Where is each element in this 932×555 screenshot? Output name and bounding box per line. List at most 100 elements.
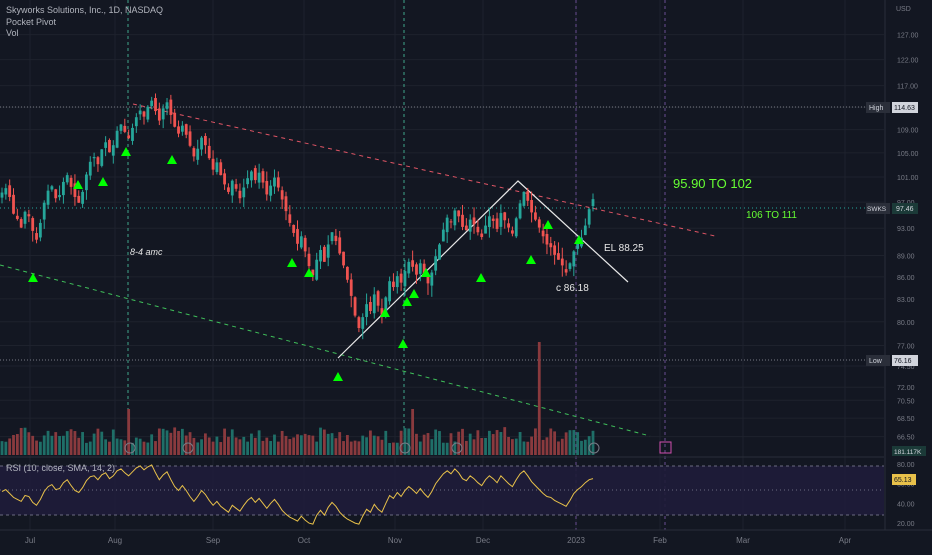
candle-body <box>223 173 226 185</box>
volume-bar <box>430 439 434 455</box>
pocket-pivot-triangle <box>526 255 536 264</box>
future-earnings-marker[interactable] <box>659 441 672 454</box>
volume-bar <box>361 435 365 455</box>
annotation-95-90-to-102: 95.90 TO 102 <box>673 176 752 191</box>
rsi-tick-label: 60.00 <box>897 482 915 489</box>
candle-body <box>180 125 184 132</box>
candle-body <box>587 209 591 225</box>
candle-body <box>0 192 4 198</box>
candle-body <box>449 221 453 223</box>
price-tick-label: 122.00 <box>897 58 919 65</box>
volume-bar <box>560 438 564 455</box>
candle-body <box>426 276 430 284</box>
candle-body <box>568 263 572 269</box>
volume-bar <box>315 441 319 455</box>
volume-bar <box>353 440 357 455</box>
volume-bar <box>288 439 292 455</box>
candle-body <box>38 222 42 238</box>
candle-body <box>184 124 188 135</box>
volume-bar <box>461 428 464 455</box>
pocket-pivot-triangle <box>73 180 83 189</box>
candle-body <box>238 190 242 199</box>
volume-bar <box>77 437 81 455</box>
candle-body <box>273 177 276 187</box>
candle-body <box>253 168 257 181</box>
candle-body <box>392 281 395 288</box>
dividend-marker[interactable] <box>451 442 463 454</box>
volume-bar <box>326 433 330 455</box>
volume-bar <box>81 432 84 455</box>
volume-bar <box>345 435 349 455</box>
volume-bar <box>230 429 234 455</box>
volume-bar <box>250 433 253 455</box>
price-tick-label: 89.00 <box>897 254 915 261</box>
split-marker[interactable] <box>588 442 600 454</box>
price-tick-label: 93.00 <box>897 226 915 233</box>
volume-bar <box>407 428 411 455</box>
volume-bar <box>476 430 480 455</box>
candle-body <box>326 244 330 258</box>
earnings-marker[interactable] <box>124 442 136 454</box>
candle-body <box>530 200 533 213</box>
volume-bar <box>399 430 403 455</box>
volume-bar <box>238 439 242 455</box>
volume-bar <box>257 430 261 455</box>
candle-body <box>85 174 88 191</box>
volume-bar <box>380 439 384 455</box>
time-tick-label: Mar <box>736 536 750 545</box>
candle-body <box>230 180 234 196</box>
last-badge: SWKS 97.46 <box>866 203 918 214</box>
candle-body <box>257 172 261 183</box>
volume-bar <box>564 432 568 455</box>
volume-bar <box>234 437 238 455</box>
volume-bar <box>522 441 526 455</box>
volume-bar <box>484 437 487 455</box>
volume-bar <box>184 435 188 455</box>
candle-body <box>353 297 357 316</box>
indicator-label-vol: Vol <box>6 28 19 38</box>
volume-bar <box>307 435 311 455</box>
volume-bar <box>480 438 484 455</box>
candle-body <box>88 161 92 176</box>
volume-bar <box>464 440 468 455</box>
candle-body <box>269 185 273 196</box>
volume-bar <box>388 442 392 455</box>
volume-bar <box>142 441 146 455</box>
volume-bar <box>27 432 31 455</box>
volume-bar <box>108 441 111 455</box>
volume-bar <box>549 428 553 455</box>
volume-bar <box>154 441 157 455</box>
symbol-label: SWKS <box>867 206 887 213</box>
candle-body <box>8 185 12 197</box>
candle-body <box>438 244 441 260</box>
candle-body <box>499 213 503 227</box>
dividend-marker[interactable] <box>182 442 194 454</box>
rsi-tick-label: 20.00 <box>897 521 915 528</box>
pocket-pivot-triangle <box>409 289 419 298</box>
volume-bar <box>319 427 322 455</box>
price-tick-label: 127.00 <box>897 33 919 40</box>
candle-body <box>472 217 476 225</box>
volume-bar <box>253 437 257 455</box>
candle-body <box>534 212 537 220</box>
dividend-marker[interactable] <box>399 442 411 454</box>
volume-bar <box>280 430 284 455</box>
volume-bar <box>62 435 65 455</box>
low-value: 76.16 <box>894 358 912 365</box>
time-tick-label: Apr <box>839 536 852 545</box>
volume-bar <box>303 433 307 455</box>
candle-body <box>250 171 253 181</box>
rsi-last-value: 65.13 <box>894 477 912 484</box>
chart-title: Skyworks Solutions, Inc., 1D, NASDAQ <box>6 5 163 15</box>
price-tick-label: 117.00 <box>897 84 918 91</box>
candle-body <box>227 187 230 192</box>
pocket-pivot-triangle <box>421 268 431 277</box>
candlesticks <box>0 93 595 340</box>
candle-body <box>188 131 192 146</box>
volume-bar <box>503 427 507 455</box>
candle-body <box>330 232 334 242</box>
time-tick-label: Aug <box>108 536 122 545</box>
volume-bar <box>369 430 372 455</box>
candle-body <box>380 308 384 315</box>
